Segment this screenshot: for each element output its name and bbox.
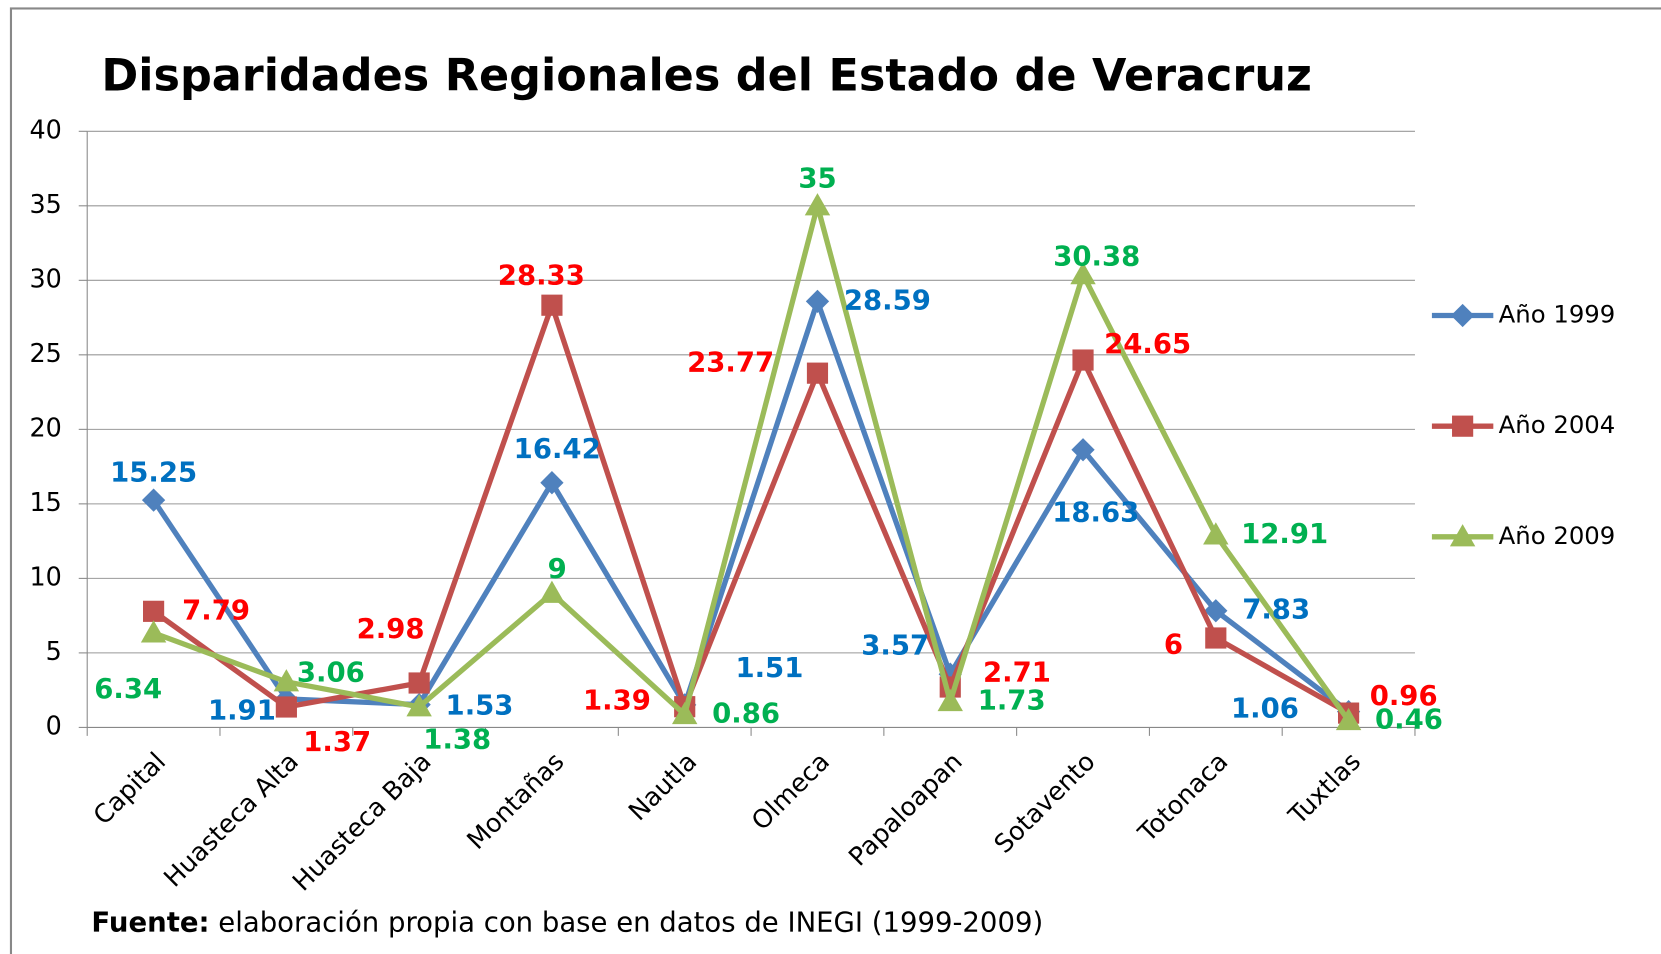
data-label: 0.86 <box>712 698 780 730</box>
data-label: 0.46 <box>1375 704 1443 736</box>
data-label: 1.06 <box>1231 692 1299 724</box>
data-label: 30.38 <box>1053 241 1140 273</box>
legend-label: Año 2004 <box>1499 410 1616 439</box>
legend-marker <box>1449 524 1476 547</box>
data-label: 16.42 <box>514 433 601 465</box>
marker <box>1205 627 1227 649</box>
data-label: 1.38 <box>423 724 491 756</box>
data-label: 0.96 <box>1370 680 1438 712</box>
legend-label: Año 1999 <box>1499 300 1616 329</box>
data-label: 6 <box>1164 628 1183 660</box>
data-label: 2.71 <box>983 656 1051 688</box>
marker <box>1203 522 1229 545</box>
data-label: 3.06 <box>297 656 365 688</box>
series-line <box>152 203 1351 723</box>
marker <box>540 471 564 495</box>
series-line <box>151 298 1351 714</box>
marker <box>1070 261 1096 285</box>
marker <box>406 694 432 717</box>
legend-label: Año 2009 <box>1499 521 1616 550</box>
data-label: 7.79 <box>182 594 250 626</box>
data-label: 6.34 <box>94 673 162 705</box>
y-tick-label: 10 <box>29 561 61 591</box>
y-tick-label: 0 <box>46 710 62 740</box>
data-label: 1.53 <box>446 690 514 722</box>
source: Fuente: elaboración propia con base en d… <box>91 906 1043 938</box>
data-label: 24.65 <box>1104 328 1191 360</box>
marker <box>140 620 167 643</box>
chart-border <box>9 7 1661 954</box>
marker <box>275 696 297 718</box>
marker <box>1072 349 1094 371</box>
chart-title: Disparidades Regionales del Estado de Ve… <box>101 50 1312 101</box>
data-label: 28.33 <box>498 260 585 292</box>
marker <box>539 580 565 603</box>
marker <box>806 362 829 384</box>
y-tick-label: 30 <box>29 263 61 293</box>
legend-marker <box>1452 415 1474 437</box>
marker <box>937 688 963 712</box>
marker <box>671 701 698 725</box>
data-label: 1.51 <box>735 652 803 684</box>
data-label: 18.63 <box>1052 496 1139 528</box>
marker <box>273 669 300 692</box>
data-label: 7.83 <box>1242 594 1310 626</box>
marker <box>805 289 830 313</box>
marker <box>804 193 831 216</box>
marker <box>1335 707 1362 731</box>
data-label: 28.59 <box>844 284 931 316</box>
source-text: elaboración propia con base en datos de … <box>218 906 1043 938</box>
marker <box>541 294 563 316</box>
source-label: Fuente: <box>91 906 209 938</box>
data-label: 23.77 <box>687 347 774 379</box>
data-label: 35 <box>798 162 836 194</box>
data-label: 1.37 <box>303 726 371 758</box>
marker <box>1204 599 1228 623</box>
marker <box>141 488 166 512</box>
y-tick-label: 15 <box>29 487 61 517</box>
data-label: 9 <box>548 553 567 585</box>
data-label: 2.98 <box>357 613 425 645</box>
marker <box>143 600 165 622</box>
y-tick-label: 20 <box>29 412 61 442</box>
data-label: 15.25 <box>110 457 197 489</box>
y-tick-label: 25 <box>29 338 61 368</box>
data-label: 1.91 <box>208 695 276 727</box>
y-tick-label: 35 <box>29 189 61 219</box>
data-label: 12.91 <box>1241 518 1328 550</box>
y-tick-label: 40 <box>29 114 61 144</box>
data-label: 1.39 <box>583 684 651 716</box>
marker <box>408 672 430 694</box>
data-label: 3.57 <box>861 630 929 662</box>
data-label: 1.73 <box>978 685 1046 717</box>
y-tick-label: 5 <box>46 636 62 666</box>
